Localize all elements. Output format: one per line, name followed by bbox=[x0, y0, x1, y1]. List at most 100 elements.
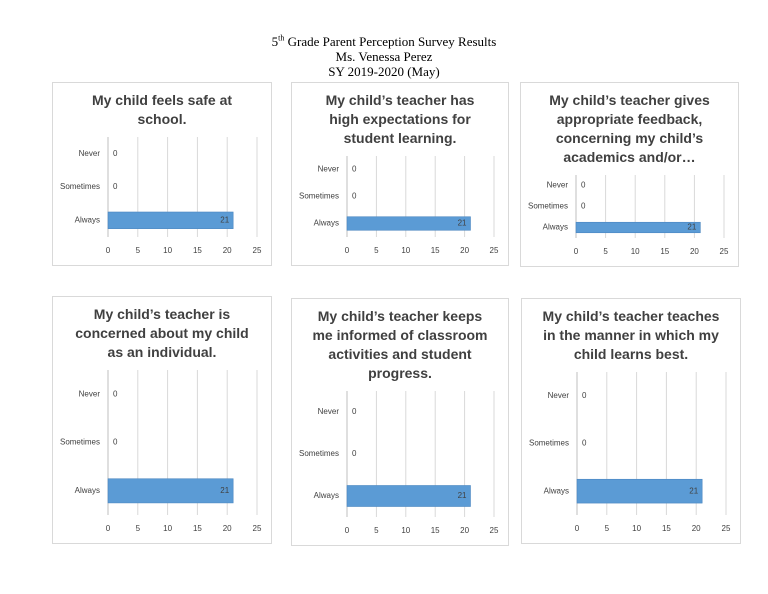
chart: My child’s teacher keeps me informed of … bbox=[291, 298, 509, 546]
data-label: 0 bbox=[113, 182, 118, 191]
x-tick-label: 25 bbox=[722, 524, 731, 533]
x-tick-label: 10 bbox=[163, 524, 172, 533]
y-tick-label: Sometimes bbox=[529, 439, 569, 448]
data-label: 0 bbox=[113, 149, 118, 158]
y-tick-label: Sometimes bbox=[299, 449, 339, 458]
x-tick-label: 15 bbox=[662, 524, 671, 533]
y-tick-label: Never bbox=[318, 165, 340, 174]
teacher: Ms. Venessa Perez bbox=[335, 49, 433, 64]
title: Grade Parent Perception Survey Results bbox=[287, 34, 497, 49]
y-tick-label: Sometimes bbox=[299, 192, 339, 201]
x-tick-label: 10 bbox=[163, 246, 172, 255]
y-tick-label: Sometimes bbox=[528, 202, 568, 211]
y-tick-label: Always bbox=[544, 486, 569, 495]
x-tick-label: 0 bbox=[106, 246, 111, 255]
chart-title: My child’s teacher has high expectations… bbox=[325, 92, 475, 146]
header: 5th Grade Parent Perception Survey Resul… bbox=[0, 34, 768, 79]
y-tick-label: Always bbox=[314, 219, 339, 228]
y-tick-label: Never bbox=[547, 181, 569, 190]
bar bbox=[107, 211, 234, 229]
y-tick-label: Sometimes bbox=[60, 182, 100, 191]
x-tick-label: 25 bbox=[490, 246, 499, 255]
data-label: 0 bbox=[113, 389, 118, 398]
x-tick-label: 10 bbox=[632, 524, 641, 533]
x-tick-label: 20 bbox=[692, 524, 701, 533]
plot: 0 5 10 15 20 25 Never 0 Sometimes 0 Always 21 bbox=[60, 370, 262, 533]
x-tick-label: 20 bbox=[460, 526, 469, 535]
chart-title: My child’s teacher is concerned about my… bbox=[75, 306, 249, 360]
data-label: 0 bbox=[581, 181, 586, 190]
x-tick-label: 5 bbox=[136, 246, 141, 255]
x-tick-label: 5 bbox=[603, 247, 608, 256]
x-tick-label: 10 bbox=[631, 247, 640, 256]
data-label: 0 bbox=[582, 391, 587, 400]
data-label: 0 bbox=[581, 202, 586, 211]
grade-suffix: th bbox=[278, 33, 285, 43]
school-year: SY 2019-2020 (May) bbox=[328, 64, 440, 79]
x-tick-label: 0 bbox=[574, 247, 579, 256]
x-tick-label: 0 bbox=[345, 246, 350, 255]
chart-title: My child feels safe at school. bbox=[91, 92, 233, 127]
data-label: 21 bbox=[687, 223, 696, 232]
x-tick-label: 25 bbox=[720, 247, 729, 256]
grade: 5 bbox=[271, 34, 279, 49]
plot: 0 5 10 15 20 25 Never 0 Sometimes 0 Always 21 bbox=[299, 391, 499, 535]
y-tick-label: Never bbox=[79, 389, 101, 398]
plot: 0 5 10 15 20 25 Never 0 Sometimes 0 Always 21 bbox=[299, 156, 499, 255]
x-tick-label: 15 bbox=[660, 247, 669, 256]
y-tick-label: Never bbox=[79, 149, 101, 158]
x-tick-label: 15 bbox=[193, 524, 202, 533]
x-tick-label: 0 bbox=[106, 524, 111, 533]
data-label: 21 bbox=[220, 215, 229, 224]
x-tick-label: 0 bbox=[345, 526, 350, 535]
x-tick-label: 20 bbox=[460, 246, 469, 255]
data-label: 0 bbox=[352, 407, 357, 416]
chart: My child’s teacher is concerned about my… bbox=[52, 296, 272, 544]
x-tick-label: 20 bbox=[223, 524, 232, 533]
bar bbox=[346, 485, 471, 507]
plot: 0 5 10 15 20 25 Never 0 Sometimes 0 Always 21 bbox=[60, 137, 262, 255]
data-label: 0 bbox=[352, 192, 357, 201]
plot: 0 5 10 15 20 25 Never 0 Sometimes 0 Always 21 bbox=[528, 175, 729, 256]
data-label: 0 bbox=[113, 438, 118, 447]
x-tick-label: 10 bbox=[401, 526, 410, 535]
data-label: 21 bbox=[458, 491, 467, 500]
x-tick-label: 20 bbox=[690, 247, 699, 256]
y-tick-label: Always bbox=[75, 486, 100, 495]
x-tick-label: 0 bbox=[575, 524, 580, 533]
y-tick-label: Always bbox=[543, 223, 568, 232]
data-label: 21 bbox=[689, 486, 698, 495]
data-label: 21 bbox=[220, 486, 229, 495]
bar bbox=[575, 221, 701, 234]
x-tick-label: 5 bbox=[136, 524, 141, 533]
x-tick-label: 5 bbox=[374, 526, 379, 535]
x-tick-label: 25 bbox=[490, 526, 499, 535]
chart-title: My child’s teacher keeps me informed of … bbox=[312, 308, 488, 381]
chart: My child’s teacher has high expectations… bbox=[291, 82, 509, 266]
data-label: 0 bbox=[582, 439, 587, 448]
x-tick-label: 15 bbox=[431, 246, 440, 255]
data-label: 0 bbox=[352, 449, 357, 458]
data-label: 21 bbox=[458, 219, 467, 228]
chart: My child’s teacher gives appropriate fee… bbox=[520, 82, 739, 267]
x-tick-label: 25 bbox=[253, 246, 262, 255]
x-tick-label: 10 bbox=[401, 246, 410, 255]
x-tick-label: 15 bbox=[193, 246, 202, 255]
chart-title: My child’s teacher teaches in the manner… bbox=[542, 308, 720, 362]
data-label: 0 bbox=[352, 165, 357, 174]
x-tick-label: 25 bbox=[253, 524, 262, 533]
y-tick-label: Sometimes bbox=[60, 438, 100, 447]
plot: 0 5 10 15 20 25 Never 0 Sometimes 0 Always 21 bbox=[529, 372, 731, 533]
chart: My child feels safe at school. 0 5 10 15 20 25… bbox=[52, 82, 272, 266]
x-tick-label: 5 bbox=[605, 524, 610, 533]
chart-title: My child’s teacher gives appropriate fee… bbox=[549, 92, 710, 165]
x-tick-label: 15 bbox=[431, 526, 440, 535]
bar bbox=[576, 478, 703, 504]
bar bbox=[346, 216, 471, 231]
y-tick-label: Always bbox=[314, 491, 339, 500]
bar bbox=[107, 478, 234, 504]
x-tick-label: 20 bbox=[223, 246, 232, 255]
chart: My child’s teacher teaches in the manner… bbox=[521, 298, 741, 544]
y-tick-label: Always bbox=[75, 215, 100, 224]
y-tick-label: Never bbox=[548, 391, 570, 400]
